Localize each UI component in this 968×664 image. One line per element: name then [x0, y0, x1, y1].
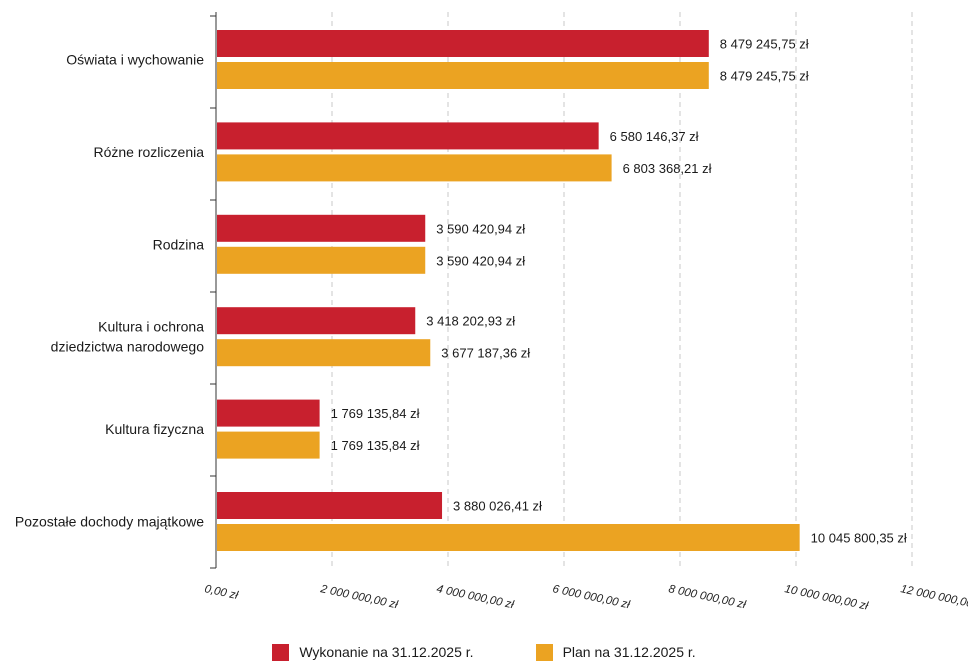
value-label-wykonanie-pozostale-dochody-majatkowe: 3 880 026,41 zł — [453, 499, 542, 514]
value-label-plan-rodzina: 3 590 420,94 zł — [436, 253, 525, 268]
x-tick-label-6: 12 000 000,00 zł — [899, 583, 968, 613]
value-label-plan-oswiata-i-wychowanie: 8 479 245,75 zł — [720, 69, 809, 84]
category-label-rozne-rozliczenia: Różne rozliczenia — [94, 144, 205, 160]
x-tick-label-5: 10 000 000,00 zł — [783, 583, 869, 613]
value-label-plan-kultura-fizyczna: 1 769 135,84 zł — [331, 438, 420, 453]
bar-wykonanie-kultura-fizyczna — [217, 399, 320, 427]
value-label-plan-rozne-rozliczenia: 6 803 368,21 zł — [623, 161, 712, 176]
x-tick-label-1: 2 000 000,00 zł — [318, 583, 399, 611]
bar-wykonanie-kultura-i-ochrona-dziedzictwa-narodowego — [217, 307, 416, 335]
category-label-pozostale-dochody-majatkowe: Pozostałe dochody majątkowe — [15, 514, 204, 530]
bar-plan-oswiata-i-wychowanie — [217, 62, 709, 89]
category-label-rodzina: Rodzina — [153, 236, 205, 252]
category-label-kultura-i-ochrona-dziedzictwa-narodowego-line-1: Kultura i ochrona — [98, 319, 204, 335]
bar-plan-kultura-fizyczna — [217, 431, 320, 459]
value-label-plan-pozostale-dochody-majatkowe: 10 045 800,35 zł — [811, 531, 907, 546]
value-label-wykonanie-rozne-rozliczenia: 6 580 146,37 zł — [610, 129, 699, 144]
category-label-oswiata-i-wychowanie: Oświata i wychowanie — [66, 52, 204, 68]
value-label-wykonanie-kultura-fizyczna: 1 769 135,84 zł — [331, 406, 420, 421]
bar-chart: 0,00 zł 2 000 000,00 zł 4 000 000,00 zł 6 0… — [15, 12, 968, 613]
bar-plan-pozostale-dochody-majatkowe — [217, 524, 800, 551]
x-tick-label-4: 8 000 000,00 zł — [667, 583, 747, 611]
category-label-kultura-fizyczna: Kultura fizyczna — [105, 421, 204, 437]
value-label-wykonanie-oswiata-i-wychowanie: 8 479 245,75 zł — [720, 37, 809, 52]
legend-label-plan: Plan na 31.12.2025 r. — [562, 644, 696, 660]
bar-wykonanie-rodzina — [217, 214, 426, 242]
x-tick-label-2: 4 000 000,00 zł — [435, 583, 515, 611]
bar-plan-rozne-rozliczenia — [217, 154, 612, 182]
value-label-plan-kultura-i-ochrona-dziedzictwa-narodowego: 3 677 187,36 zł — [441, 346, 530, 361]
chart-legend: Wykonanie na 31.12.2025 r. Plan na 31.12… — [0, 640, 968, 664]
bar-wykonanie-rozne-rozliczenia — [217, 122, 599, 150]
x-tick-label-0: 0,00 zł — [203, 583, 239, 602]
bar-plan-rodzina — [217, 246, 426, 274]
category-label-kultura-i-ochrona-dziedzictwa-narodowego-line-2: dziedzictwa narodowego — [51, 339, 205, 355]
legend-swatch-plan — [535, 643, 553, 661]
value-label-wykonanie-kultura-i-ochrona-dziedzictwa-narodowego: 3 418 202,93 zł — [426, 314, 515, 329]
legend-item-plan: Plan na 31.12.2025 r. — [535, 643, 696, 661]
bar-plan-kultura-i-ochrona-dziedzictwa-narodowego — [217, 339, 431, 367]
bar-wykonanie-oswiata-i-wychowanie — [217, 30, 709, 57]
legend-item-wykonanie: Wykonanie na 31.12.2025 r. — [272, 643, 474, 661]
x-tick-label-3: 6 000 000,00 zł — [551, 583, 631, 611]
value-label-wykonanie-rodzina: 3 590 420,94 zł — [436, 221, 525, 236]
bar-wykonanie-pozostale-dochody-majatkowe — [217, 492, 443, 519]
legend-label-wykonanie: Wykonanie na 31.12.2025 r. — [299, 644, 474, 660]
legend-swatch-wykonanie — [272, 643, 290, 661]
